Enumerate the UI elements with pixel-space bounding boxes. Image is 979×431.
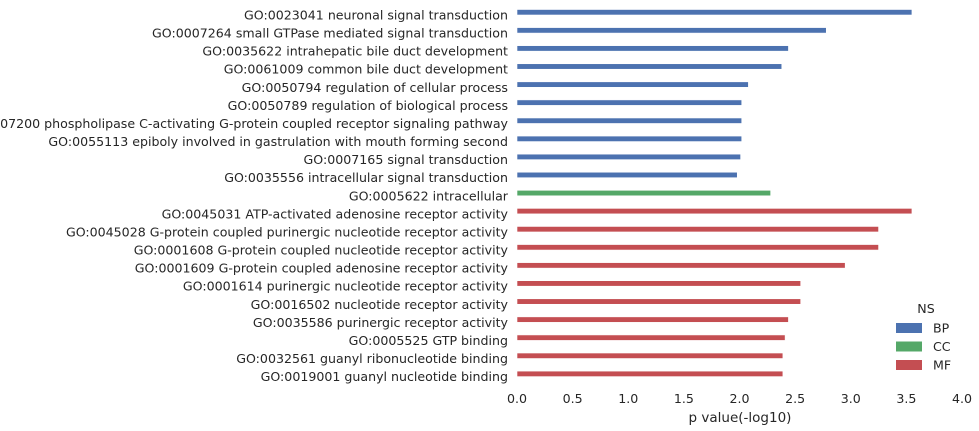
- category-label: GO:0045031 ATP-activated adenosine recep…: [162, 206, 509, 221]
- category-label: GO:0007200 phospholipase C-activating G-…: [0, 116, 509, 131]
- category-labels: GO:0023041 neuronal signal transduction G…: [0, 8, 509, 385]
- category-label: GO:0032561 guanyl ribonucleotide binding: [236, 351, 508, 366]
- bar: [516, 117, 743, 124]
- bar: [516, 244, 879, 251]
- bar: [516, 334, 786, 341]
- bar: [516, 63, 783, 70]
- bar: [516, 370, 784, 377]
- bars: [516, 9, 913, 377]
- bar: [516, 298, 801, 305]
- category-label: GO:0007264 small GTPase mediated signal …: [152, 26, 508, 41]
- bar: [516, 280, 801, 287]
- category-label: GO:0019001 guanyl nucleotide binding: [261, 369, 508, 384]
- x-tick-label: 2.0: [729, 391, 749, 406]
- legend-label: BP: [933, 321, 950, 336]
- x-tick-label: 0.0: [507, 391, 527, 406]
- x-tick-label: 3.5: [896, 391, 916, 406]
- category-label: GO:0001614 purinergic nucleotide recepto…: [183, 279, 509, 294]
- legend-label: CC: [933, 339, 951, 354]
- legend-swatch: [896, 341, 922, 352]
- category-label: GO:0045028 G-protein coupled purinergic …: [66, 224, 509, 239]
- bar: [516, 153, 741, 160]
- bar: [516, 81, 749, 88]
- x-tick-label: 4.0: [952, 391, 972, 406]
- category-label: GO:0050789 regulation of biological proc…: [228, 98, 508, 113]
- bar: [516, 9, 913, 16]
- x-tick-label: 3.0: [841, 391, 861, 406]
- category-label: GO:0055113 epiboly involved in gastrulat…: [48, 134, 508, 149]
- x-axis-label: p value(-log10): [689, 410, 792, 426]
- bar: [516, 171, 738, 179]
- bar: [516, 45, 789, 52]
- bar: [516, 316, 789, 323]
- category-label: GO:0061009 common bile duct development: [224, 62, 508, 77]
- bar: [516, 208, 913, 215]
- category-label: GO:0050794 regulation of cellular proces…: [242, 80, 508, 95]
- bar: [516, 352, 784, 359]
- legend-swatch: [896, 323, 922, 333]
- category-label: GO:0023041 neuronal signal transduction: [244, 8, 508, 23]
- bar: [516, 27, 827, 34]
- x-axis-ticks: 0.0 0.5 1.0 1.5 2.0 2.5 3.0 3.5 4.0: [507, 391, 972, 406]
- bar: [516, 135, 743, 142]
- x-tick-label: 1.0: [618, 391, 638, 406]
- category-label: GO:0001609 G-protein coupled adenosine r…: [135, 261, 509, 276]
- category-label: GO:0005622 intracellular: [349, 188, 509, 203]
- category-label: GO:0035586 purinergic receptor activity: [253, 315, 509, 330]
- bar: [516, 99, 743, 106]
- legend-label: MF: [933, 358, 951, 373]
- category-label: GO:0035622 intrahepatic bile duct develo…: [202, 44, 508, 59]
- bar: [516, 262, 846, 269]
- legend-title: NS: [917, 301, 934, 316]
- category-label: GO:0001608 G-protein coupled nucleotide …: [134, 243, 509, 258]
- legend: NS BP CC MF: [896, 301, 951, 373]
- bar: [516, 226, 879, 233]
- category-label: GO:0007165 signal transduction: [304, 152, 508, 167]
- x-tick-label: 1.5: [674, 391, 694, 406]
- category-label: GO:0035556 intracellular signal transduc…: [224, 170, 508, 185]
- bar: [516, 190, 771, 197]
- legend-swatch: [896, 360, 922, 370]
- x-tick-label: 0.5: [563, 391, 583, 406]
- category-label: GO:0005525 GTP binding: [349, 333, 508, 348]
- category-label: GO:0016502 nucleotide receptor activity: [251, 297, 509, 312]
- x-tick-label: 2.5: [785, 391, 805, 406]
